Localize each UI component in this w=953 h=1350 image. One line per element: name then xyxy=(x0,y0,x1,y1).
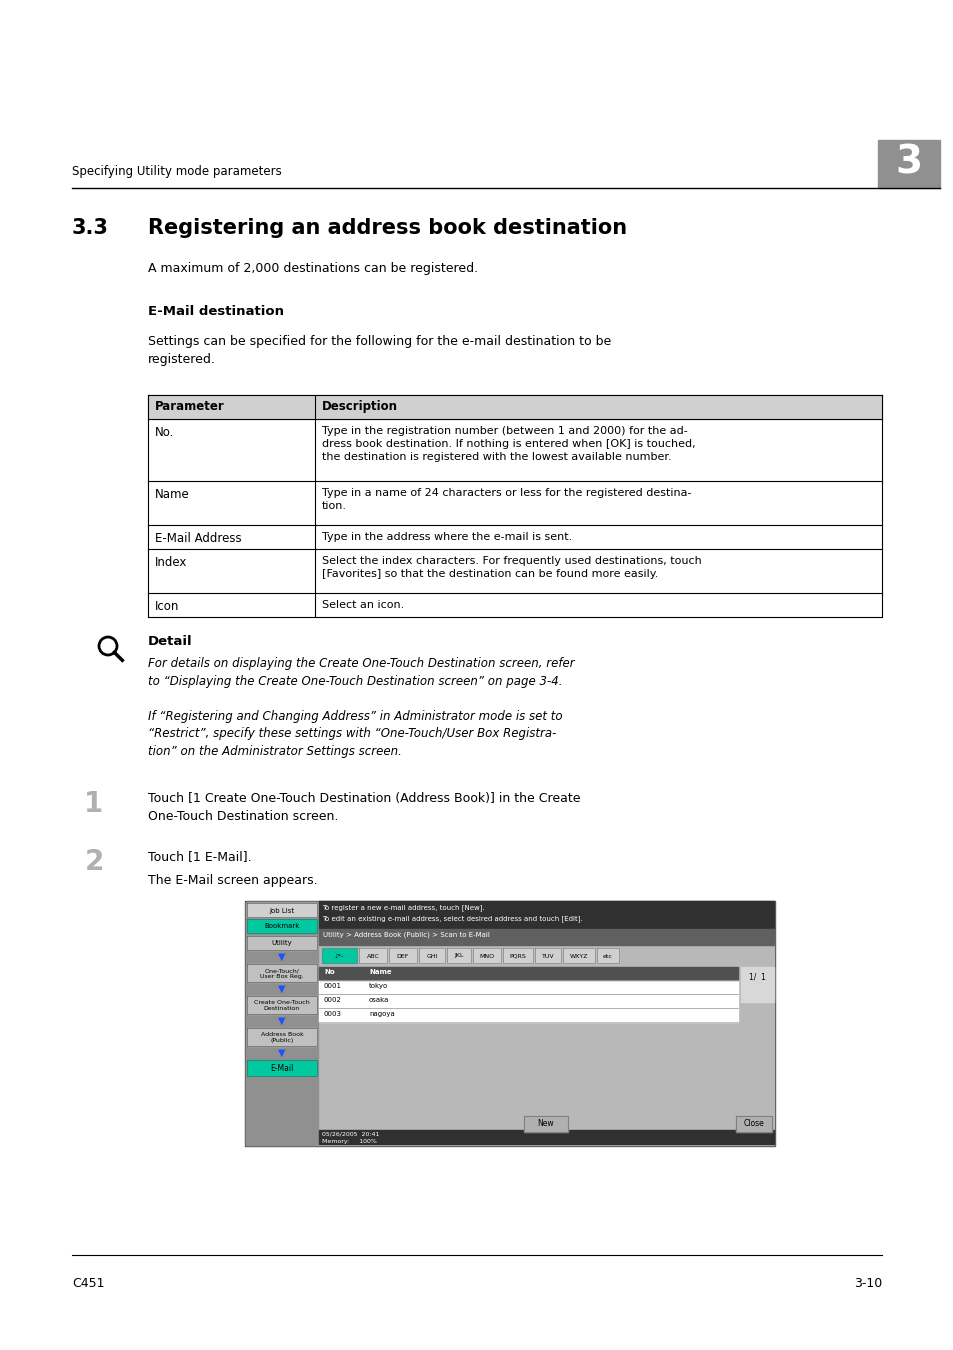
Text: One-Touch/
User Box Reg.: One-Touch/ User Box Reg. xyxy=(260,968,304,979)
Text: TUV: TUV xyxy=(541,953,554,958)
Bar xyxy=(246,902,317,1145)
Text: To edit an existing e-mail address, select desired address and touch [Edit].: To edit an existing e-mail address, sele… xyxy=(322,915,582,922)
Text: GHI: GHI xyxy=(426,953,437,958)
Text: ▼: ▼ xyxy=(278,1048,286,1058)
Bar xyxy=(318,994,738,1008)
Bar xyxy=(247,903,316,917)
Text: 0001: 0001 xyxy=(324,983,341,990)
Bar xyxy=(246,902,773,1145)
Bar xyxy=(318,980,738,994)
Bar xyxy=(358,948,387,963)
Text: Description: Description xyxy=(322,400,397,413)
Text: ▼: ▼ xyxy=(278,1017,286,1026)
Text: Job List: Job List xyxy=(269,907,294,914)
Text: Close: Close xyxy=(742,1119,763,1127)
Bar xyxy=(318,929,773,945)
Text: 1: 1 xyxy=(84,790,104,818)
Text: Utility > Address Book (Public) > Scan to E-Mail: Utility > Address Book (Public) > Scan t… xyxy=(323,931,489,938)
Text: 1/  1: 1/ 1 xyxy=(748,972,765,981)
Text: Type in a name of 24 characters or less for the registered destina-
tion.: Type in a name of 24 characters or less … xyxy=(322,487,691,512)
Text: ABC: ABC xyxy=(366,953,379,958)
Text: etc: etc xyxy=(602,953,612,958)
Bar xyxy=(740,967,773,1002)
Bar xyxy=(473,948,500,963)
Text: Detail: Detail xyxy=(148,634,193,648)
Bar xyxy=(148,396,882,418)
Text: E-Mail Address: E-Mail Address xyxy=(154,532,241,545)
Text: JKL: JKL xyxy=(454,953,463,958)
Text: Name: Name xyxy=(369,969,392,975)
Bar xyxy=(523,1116,567,1133)
Text: No.: No. xyxy=(154,427,174,439)
Text: Icon: Icon xyxy=(154,599,179,613)
Text: To register a new e-mail address, touch [New].: To register a new e-mail address, touch … xyxy=(322,904,484,911)
Text: 3-10: 3-10 xyxy=(853,1277,882,1291)
Text: C451: C451 xyxy=(71,1277,105,1291)
Text: 3.3: 3.3 xyxy=(71,217,109,238)
Text: WXYZ: WXYZ xyxy=(569,953,588,958)
Text: Utility: Utility xyxy=(272,941,292,946)
Bar xyxy=(247,996,316,1014)
Text: 0002: 0002 xyxy=(324,998,341,1003)
Text: Name: Name xyxy=(154,487,190,501)
Text: nagoya: nagoya xyxy=(369,1011,395,1017)
Bar xyxy=(247,1027,316,1046)
Bar xyxy=(318,900,773,929)
Text: Memory:     100%: Memory: 100% xyxy=(322,1139,376,1143)
Text: Address Book
(Public): Address Book (Public) xyxy=(260,1033,303,1042)
Text: If “Registering and Changing Address” in Administrator mode is set to
“Restrict”: If “Registering and Changing Address” in… xyxy=(148,710,562,757)
Bar xyxy=(535,948,560,963)
Text: 05/26/2005  20:41: 05/26/2005 20:41 xyxy=(322,1133,379,1137)
Text: Type in the address where the e-mail is sent.: Type in the address where the e-mail is … xyxy=(322,532,572,541)
Text: Select an icon.: Select an icon. xyxy=(322,599,404,610)
Text: Registering an address book destination: Registering an address book destination xyxy=(148,217,626,238)
Bar xyxy=(735,1116,771,1133)
Text: Touch [1 Create One-Touch Destination (Address Book)] in the Create
One-Touch De: Touch [1 Create One-Touch Destination (A… xyxy=(148,792,579,824)
Text: ♪*-: ♪*- xyxy=(335,953,344,958)
Text: E-Mail destination: E-Mail destination xyxy=(148,305,284,319)
Text: Touch [1 E-Mail].: Touch [1 E-Mail]. xyxy=(148,850,252,863)
Text: New: New xyxy=(537,1119,554,1127)
Text: Bookmark: Bookmark xyxy=(264,923,299,930)
Text: Select the index characters. For frequently used destinations, touch
[Favorites]: Select the index characters. For frequen… xyxy=(322,556,701,579)
Text: No: No xyxy=(324,969,335,975)
Text: Parameter: Parameter xyxy=(154,400,225,413)
Bar xyxy=(245,900,774,1146)
Bar xyxy=(322,948,356,963)
Text: tokyo: tokyo xyxy=(369,983,388,990)
Bar xyxy=(247,964,316,981)
Text: Type in the registration number (between 1 and 2000) for the ad-
dress book dest: Type in the registration number (between… xyxy=(322,427,695,463)
Bar xyxy=(318,967,738,980)
Bar xyxy=(389,948,416,963)
Bar xyxy=(247,936,316,950)
Text: DEF: DEF xyxy=(396,953,409,958)
Text: Specifying Utility mode parameters: Specifying Utility mode parameters xyxy=(71,165,281,178)
Bar xyxy=(502,948,533,963)
Text: 0003: 0003 xyxy=(324,1011,341,1017)
Bar xyxy=(418,948,444,963)
Text: Settings can be specified for the following for the e-mail destination to be
reg: Settings can be specified for the follow… xyxy=(148,335,611,366)
Text: 2: 2 xyxy=(84,848,104,876)
Text: ▼: ▼ xyxy=(278,952,286,963)
Text: E-Mail: E-Mail xyxy=(270,1064,294,1073)
Text: The E-Mail screen appears.: The E-Mail screen appears. xyxy=(148,873,317,887)
Bar xyxy=(318,1130,773,1143)
Bar xyxy=(318,1008,738,1022)
Text: PQRS: PQRS xyxy=(509,953,526,958)
Bar xyxy=(877,140,939,188)
Text: osaka: osaka xyxy=(369,998,389,1003)
Text: MNO: MNO xyxy=(479,953,494,958)
Text: ▼: ▼ xyxy=(278,984,286,994)
Bar xyxy=(247,919,316,933)
Text: Create One-Touch
Destination: Create One-Touch Destination xyxy=(253,1000,310,1011)
Text: A maximum of 2,000 destinations can be registered.: A maximum of 2,000 destinations can be r… xyxy=(148,262,477,275)
Bar xyxy=(597,948,618,963)
Bar xyxy=(562,948,595,963)
Text: For details on displaying the Create One-Touch Destination screen, refer
to “Dis: For details on displaying the Create One… xyxy=(148,657,574,687)
Text: Index: Index xyxy=(154,556,187,568)
Bar xyxy=(247,1060,316,1076)
Bar xyxy=(447,948,471,963)
Text: 3: 3 xyxy=(895,144,922,182)
